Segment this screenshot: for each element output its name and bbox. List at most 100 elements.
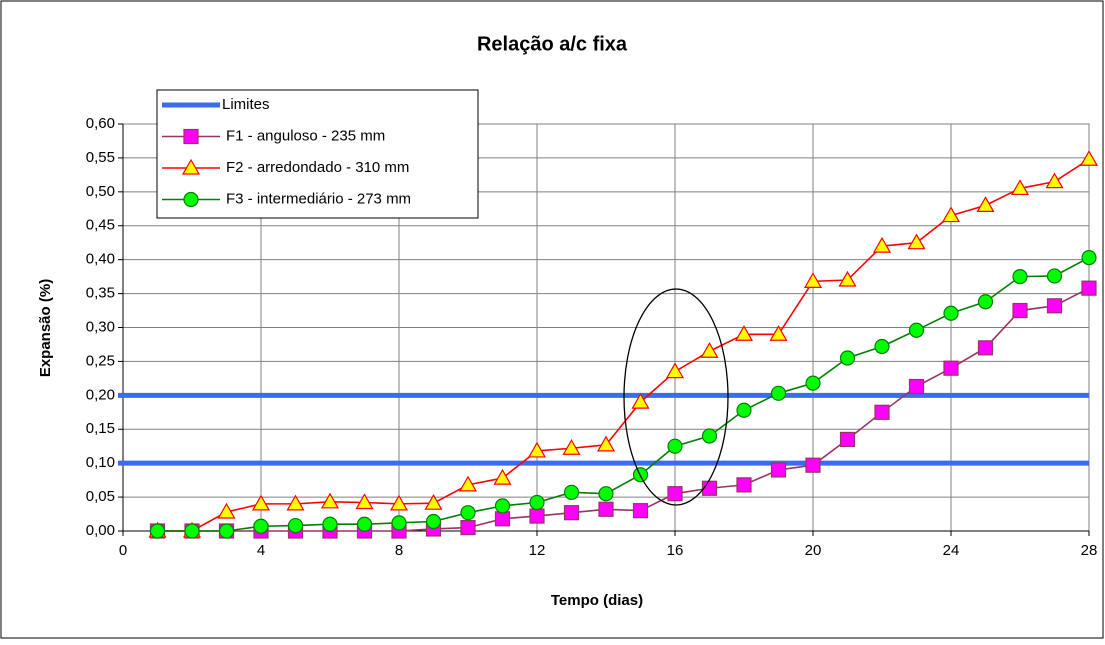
marker	[598, 486, 614, 502]
marker	[770, 462, 787, 478]
marker	[1046, 268, 1063, 284]
marker	[976, 196, 995, 212]
legend: Limites F1 - anguloso - 235 mm F2 - arredo…	[156, 89, 479, 219]
marker	[251, 494, 271, 511]
marker	[527, 441, 547, 458]
marker	[183, 191, 199, 208]
marker	[356, 516, 373, 532]
y-tick-label: 0,20	[86, 386, 115, 403]
marker	[596, 435, 616, 452]
marker	[181, 158, 201, 175]
marker	[977, 340, 994, 356]
marker	[907, 233, 926, 250]
marker	[736, 477, 752, 493]
x-tick-label: 4	[257, 542, 265, 559]
marker	[667, 438, 683, 454]
marker	[322, 516, 338, 532]
legend-label: Limites	[222, 96, 270, 113]
marker	[941, 206, 961, 223]
marker	[1010, 179, 1030, 196]
chart-title: Relação a/c fixa	[477, 33, 628, 55]
marker	[1012, 269, 1028, 285]
legend-label: F1 - anguloso - 235 mm	[226, 127, 385, 144]
marker	[563, 505, 580, 521]
marker	[805, 375, 821, 391]
annotation-ellipse	[623, 288, 729, 506]
plot	[118, 150, 1099, 539]
y-tick-label: 0,40	[86, 251, 115, 268]
marker	[838, 270, 857, 287]
marker	[700, 342, 719, 358]
marker	[389, 494, 409, 511]
series-line	[157, 287, 1090, 532]
y-tick-label: 0,50	[86, 183, 115, 200]
marker	[424, 493, 443, 510]
marker	[494, 498, 511, 514]
marker	[803, 272, 823, 288]
marker	[874, 338, 890, 355]
marker	[529, 508, 545, 524]
marker	[872, 236, 892, 253]
marker	[183, 128, 199, 145]
marker	[355, 493, 374, 510]
marker	[977, 294, 994, 310]
y-tick-label: 0,10	[86, 454, 115, 471]
marker	[1012, 302, 1028, 319]
x-tick-label: 8	[395, 542, 403, 559]
marker	[494, 511, 511, 527]
marker	[734, 325, 754, 341]
marker	[562, 439, 581, 455]
x-axis-label: Tempo (dias)	[551, 592, 643, 609]
marker	[665, 362, 685, 379]
marker	[391, 515, 407, 531]
marker	[1046, 298, 1063, 314]
legend-label: F3 - intermediário - 273 mm	[226, 190, 411, 207]
marker	[632, 503, 649, 519]
x-tick-label: 12	[529, 542, 546, 559]
marker	[184, 523, 200, 539]
y-axis-label: Expansão (%)	[37, 279, 54, 377]
marker	[908, 378, 925, 395]
marker	[943, 360, 959, 376]
marker	[218, 523, 235, 539]
x-tick-label: 28	[1081, 542, 1098, 559]
marker	[770, 385, 787, 401]
y-tick-label: 0,15	[86, 420, 115, 437]
x-tick-label: 0	[119, 542, 127, 559]
marker	[149, 523, 166, 539]
marker	[287, 517, 304, 534]
marker	[286, 494, 305, 511]
y-tick-label: 0,30	[86, 318, 115, 335]
marker	[493, 468, 512, 485]
y-tick-label: 0,45	[86, 217, 115, 234]
marker	[217, 502, 236, 519]
marker	[736, 402, 752, 418]
marker	[667, 486, 683, 502]
legend-label: F2 - arredondado - 310 mm	[226, 159, 409, 176]
x-tick-label: 24	[943, 542, 960, 559]
marker	[458, 475, 478, 492]
series-line	[157, 256, 1090, 532]
y-tick-label: 0,35	[86, 285, 115, 302]
marker	[839, 350, 856, 366]
marker	[529, 494, 545, 511]
marker	[460, 520, 476, 536]
marker	[805, 457, 821, 473]
marker	[320, 492, 340, 509]
marker	[943, 305, 959, 321]
y-tick-label: 0,25	[86, 352, 115, 369]
marker	[1079, 150, 1099, 166]
y-tick-label: 0,05	[86, 488, 115, 505]
marker	[598, 501, 614, 517]
marker	[874, 404, 890, 420]
marker	[563, 484, 580, 500]
marker	[425, 513, 442, 530]
x-tick-label: 16	[667, 542, 684, 559]
marker	[1081, 280, 1097, 296]
series-line	[157, 158, 1090, 532]
marker	[631, 392, 650, 409]
y-tick-label: 0,60	[86, 115, 115, 132]
marker	[769, 325, 788, 341]
y-tick-label: 0,00	[86, 522, 115, 539]
